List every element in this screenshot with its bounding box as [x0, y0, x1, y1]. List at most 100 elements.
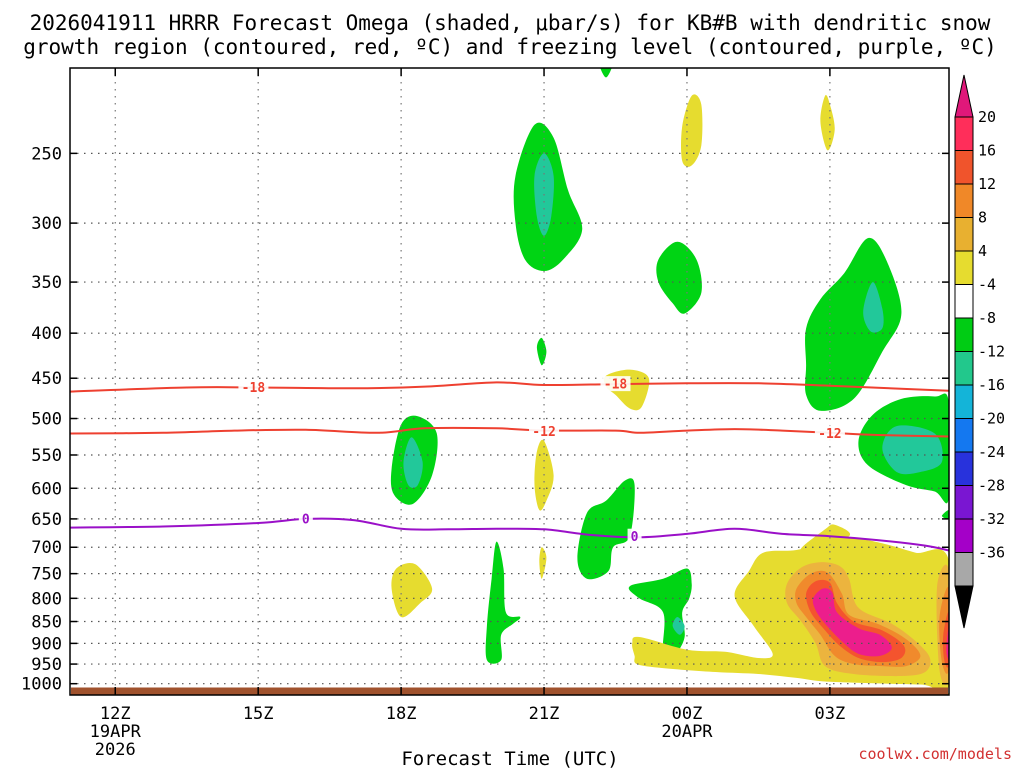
y-tick-label-550: 550	[31, 446, 62, 466]
y-tick-label-900: 900	[31, 634, 62, 654]
y-tick-label-800: 800	[31, 589, 62, 609]
y-tick-label-350: 350	[31, 273, 62, 293]
omega-region-g	[536, 337, 547, 366]
omega-region-c	[863, 282, 884, 333]
colorbar-swatch-2	[954, 183, 974, 218]
colorbar-label-12: 12	[978, 175, 996, 193]
colorbar-bottom-arrow	[954, 585, 974, 629]
chart-title-line-2: growth region (contoured, red, ºC) and f…	[23, 35, 997, 59]
omega-region-y	[539, 547, 547, 579]
y-tick-label-850: 850	[31, 613, 62, 633]
x-tick-label-18Z: 18Z	[386, 704, 417, 724]
omega-region-g	[600, 68, 612, 78]
colorbar-label--24: -24	[978, 443, 1005, 461]
x-tick-label-21Z: 21Z	[529, 704, 560, 724]
contour-line--12	[70, 426, 949, 438]
omega-region-c	[672, 617, 685, 635]
colorbar-swatch-13	[954, 552, 974, 587]
y-tick-label-500: 500	[31, 410, 62, 430]
colorbar-label--36: -36	[978, 544, 1005, 562]
colorbar-swatch-8	[954, 384, 974, 419]
colorbar-label-8: 8	[978, 209, 987, 227]
x-tick-date: 20APR	[661, 722, 713, 742]
omega-region-c	[403, 437, 423, 488]
x-tick-date: 19APR	[90, 722, 142, 742]
source-credit[interactable]: coolwx.com/models	[858, 745, 1012, 763]
y-tick-label-250: 250	[31, 144, 62, 164]
x-tick-label-00Z: 00Z	[672, 704, 703, 724]
colorbar-label--20: -20	[978, 410, 1005, 428]
ground-fill	[71, 687, 948, 695]
omega-colorbar: 20 16 12 8 4 -4 -8 -12 -16 -20 -24 -28 -32 -36	[954, 74, 1005, 629]
x-tick-label-03Z: 03Z	[815, 704, 846, 724]
colorbar-label-20: 20	[978, 108, 996, 126]
contour-label--12: -12	[532, 425, 555, 440]
y-tick-label-750: 750	[31, 565, 62, 585]
colorbar-swatch-12	[954, 518, 974, 553]
contour-label--18: -18	[604, 378, 628, 393]
x-axis-label: Forecast Time (UTC)	[401, 748, 618, 768]
omega-shading	[390, 68, 949, 695]
colorbar-swatch-0	[954, 116, 974, 151]
omega-region-y	[391, 562, 433, 618]
contour-line-0	[70, 517, 949, 552]
contour-label-bg	[814, 425, 845, 441]
colorbar-swatch-6	[954, 317, 974, 352]
colorbar-swatch-5	[954, 284, 974, 319]
colorbar-swatch-3	[954, 217, 974, 252]
x-tick-label-12Z: 12Z	[100, 704, 131, 724]
colorbar-label--16: -16	[978, 376, 1005, 394]
colorbar-label--32: -32	[978, 510, 1005, 528]
colorbar-label-4: 4	[978, 242, 987, 260]
colorbar-swatch-10	[954, 451, 974, 486]
contour-label-bg	[627, 528, 642, 544]
y-tick-label-1000: 1000	[21, 675, 62, 695]
omega-region-y	[800, 524, 851, 551]
contour-label-0: 0	[302, 512, 310, 527]
colorbar-swatch-1	[954, 150, 974, 185]
colorbar-label--4: -4	[978, 276, 996, 294]
contour-label-bg	[529, 423, 560, 439]
omega-region-g	[628, 568, 692, 657]
temperature-contours: -18 -18 -12 -12 0 0	[70, 376, 949, 552]
x-tick-year: 2026	[95, 740, 136, 760]
contour-label--12: -12	[818, 427, 841, 442]
colorbar-swatch-7	[954, 351, 974, 386]
y-tick-label-950: 950	[31, 655, 62, 675]
pressure-axis: 2503003504004505005506006507007508008509…	[21, 144, 949, 695]
contour-label-bg	[298, 510, 313, 526]
colorbar-label--8: -8	[978, 309, 996, 327]
colorbar-label--12: -12	[978, 343, 1005, 361]
y-tick-label-600: 600	[31, 479, 62, 499]
omega-region-g	[485, 541, 521, 664]
omega-region-y	[681, 94, 703, 167]
colorbar-label--28: -28	[978, 477, 1005, 495]
y-tick-label-450: 450	[31, 369, 62, 389]
contour-label-bg	[600, 376, 631, 392]
y-tick-label-650: 650	[31, 510, 62, 530]
colorbar-swatch-11	[954, 485, 974, 520]
colorbar-swatch-4	[954, 250, 974, 285]
omega-region-y	[820, 94, 835, 151]
omega-region-g	[941, 509, 949, 520]
contour-label--18: -18	[242, 381, 266, 396]
y-tick-label-400: 400	[31, 324, 62, 344]
plot-frame	[69, 67, 950, 696]
colorbar-swatch-9	[954, 418, 974, 453]
omega-region-g	[577, 478, 635, 580]
x-tick-label-15Z: 15Z	[243, 704, 274, 724]
colorbar-label-16: 16	[978, 142, 996, 160]
y-tick-label-300: 300	[31, 214, 62, 234]
contour-label-0: 0	[631, 530, 639, 545]
y-tick-label-700: 700	[31, 538, 62, 558]
omega-region-g	[805, 237, 902, 411]
omega-region-c	[882, 425, 943, 475]
omega-region-m	[812, 588, 892, 657]
terrain-strip	[71, 687, 948, 695]
contour-label-bg	[238, 379, 269, 395]
colorbar-top-arrow	[954, 74, 974, 118]
chart-title-line-1: 2026041911 HRRR Forecast Omega (shaded, …	[30, 11, 991, 35]
omega-region-g	[656, 241, 702, 314]
